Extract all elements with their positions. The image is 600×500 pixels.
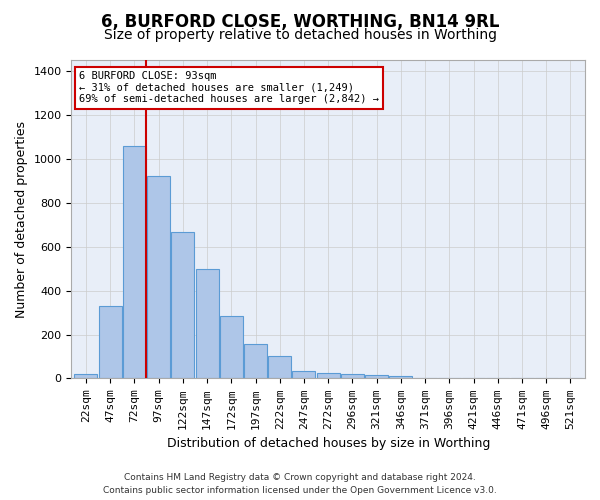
Bar xyxy=(147,176,170,378)
Bar xyxy=(292,371,316,378)
Bar xyxy=(268,356,291,378)
Bar xyxy=(365,375,388,378)
Bar xyxy=(244,344,267,378)
Text: 6 BURFORD CLOSE: 93sqm
← 31% of detached houses are smaller (1,249)
69% of semi-: 6 BURFORD CLOSE: 93sqm ← 31% of detached… xyxy=(79,71,379,104)
Text: Size of property relative to detached houses in Worthing: Size of property relative to detached ho… xyxy=(104,28,497,42)
Bar xyxy=(196,268,218,378)
Y-axis label: Number of detached properties: Number of detached properties xyxy=(15,120,28,318)
Bar xyxy=(220,316,243,378)
Bar xyxy=(341,374,364,378)
Bar xyxy=(74,374,97,378)
Text: 6, BURFORD CLOSE, WORTHING, BN14 9RL: 6, BURFORD CLOSE, WORTHING, BN14 9RL xyxy=(101,12,499,30)
Bar xyxy=(123,146,146,378)
Bar xyxy=(172,232,194,378)
Bar xyxy=(389,376,412,378)
Text: Contains HM Land Registry data © Crown copyright and database right 2024.
Contai: Contains HM Land Registry data © Crown c… xyxy=(103,473,497,495)
Bar xyxy=(317,373,340,378)
Bar xyxy=(98,306,122,378)
X-axis label: Distribution of detached houses by size in Worthing: Distribution of detached houses by size … xyxy=(167,437,490,450)
